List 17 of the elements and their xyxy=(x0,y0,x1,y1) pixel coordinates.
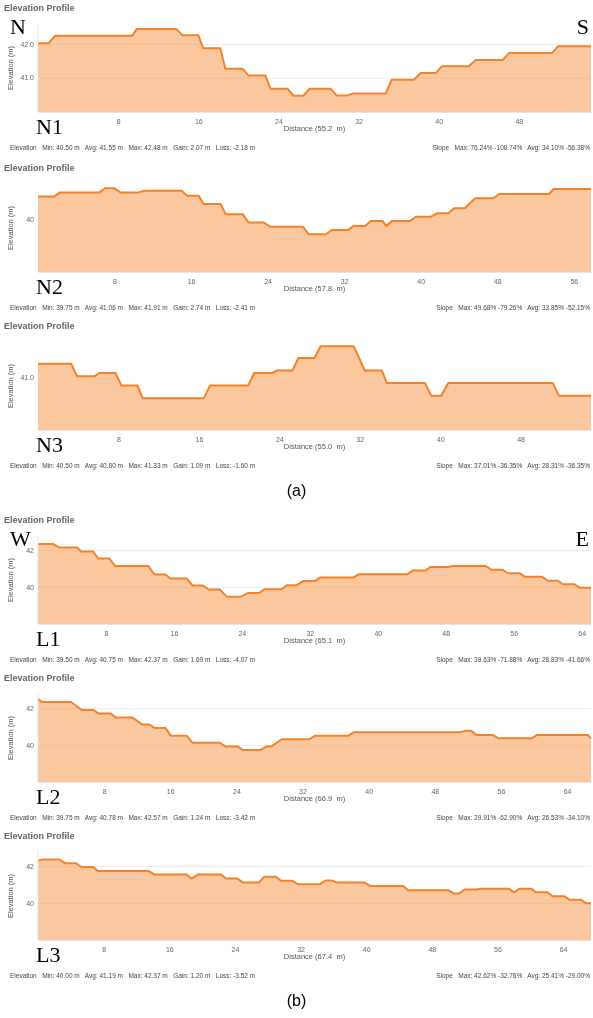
chart-title: Elevation Profile xyxy=(4,163,75,173)
chart-title: Elevation Profile xyxy=(4,515,75,525)
text: N3 xyxy=(36,432,63,457)
text: (a) xyxy=(286,482,307,499)
chart-title: Elevation Profile xyxy=(4,831,75,841)
text: N2 xyxy=(36,274,63,299)
text: L1 xyxy=(36,626,61,651)
chart-title: Elevation Profile xyxy=(4,3,75,13)
text: (b) xyxy=(286,992,307,1009)
text: L2 xyxy=(36,784,61,809)
text: N1 xyxy=(36,114,63,139)
text: L3 xyxy=(36,942,61,967)
chart-title: Elevation Profile xyxy=(4,673,75,683)
annotation: S xyxy=(576,14,589,39)
text: N xyxy=(10,14,26,39)
annotation: E xyxy=(575,526,589,551)
chart-title: Elevation Profile xyxy=(4,321,75,331)
